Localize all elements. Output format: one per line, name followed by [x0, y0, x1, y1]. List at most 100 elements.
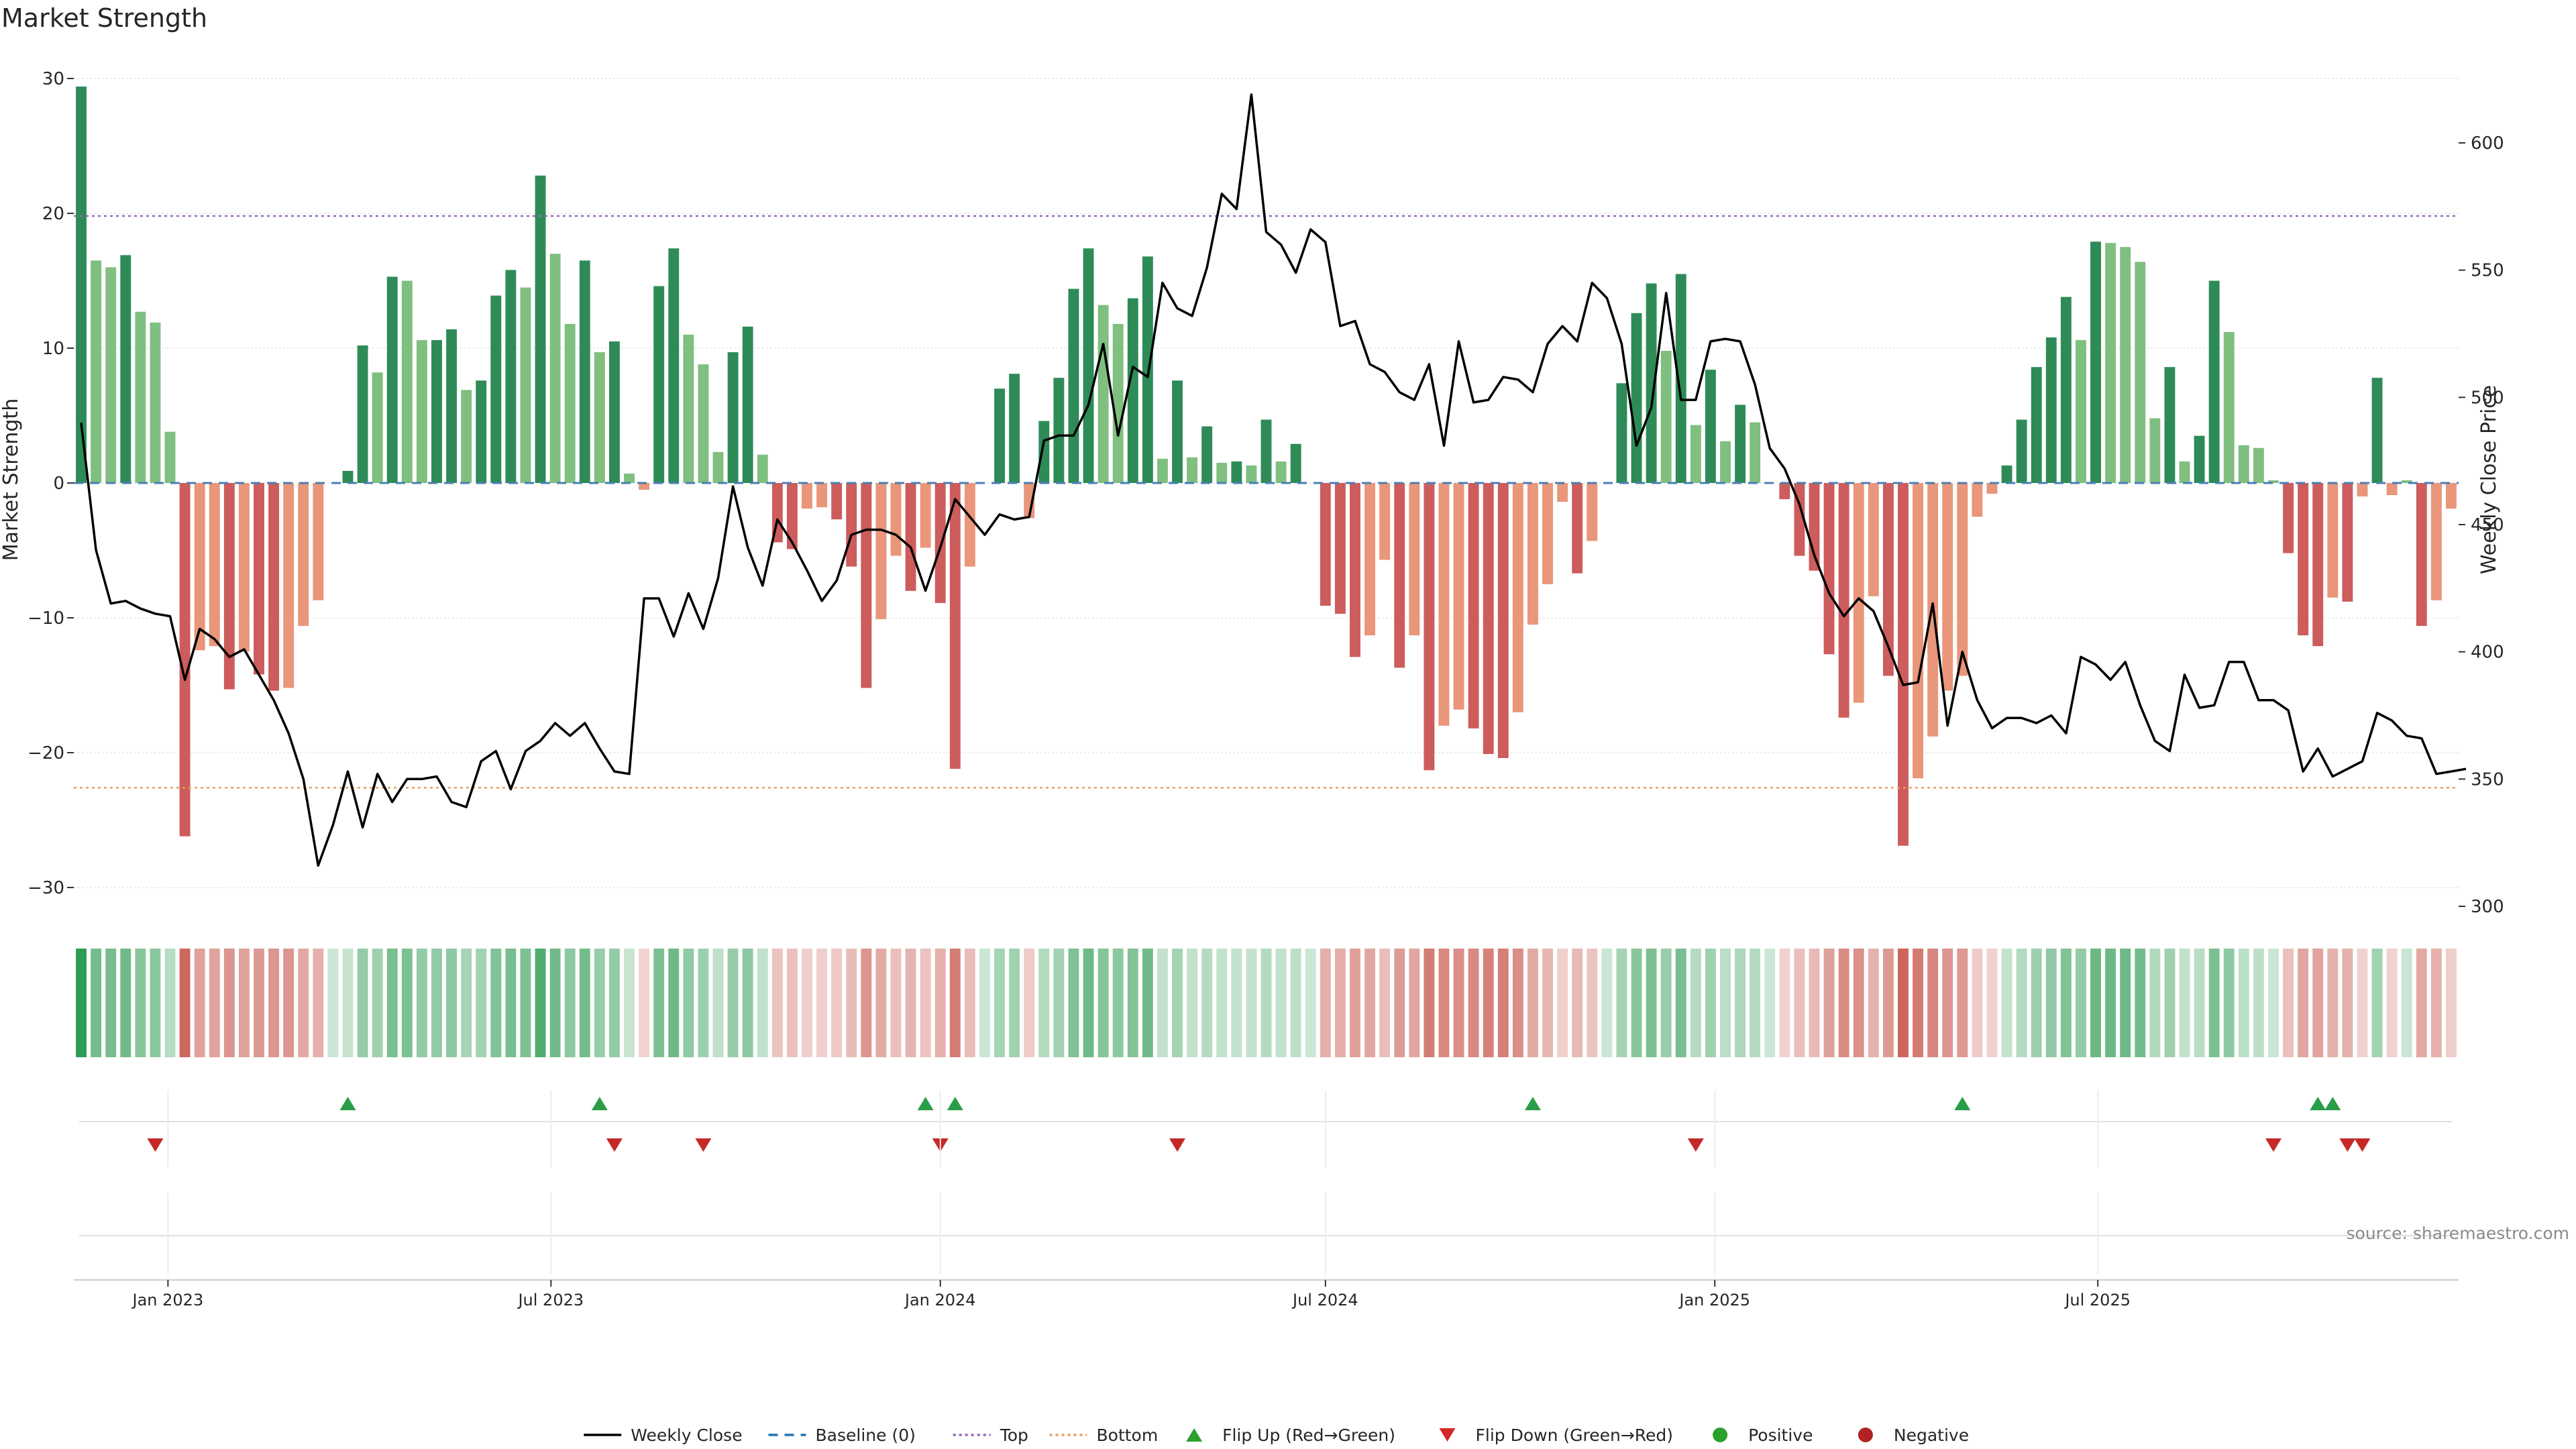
legend-label: Top	[1000, 1426, 1028, 1445]
strength-bar	[890, 483, 902, 556]
heat-cell	[1986, 949, 1998, 1057]
strength-bar	[1957, 483, 1968, 676]
heat-cell	[2208, 949, 2220, 1057]
heat-cell	[786, 949, 798, 1057]
strength-bar	[2327, 483, 2339, 598]
heat-cell	[579, 949, 590, 1057]
strength-bar	[2016, 419, 2027, 483]
heat-cell	[2416, 949, 2427, 1057]
x-axis: Jan 2023 Jul 2023 Jan 2024 Jul 2024 Jan 2025…	[131, 1090, 2131, 1309]
weekly-close-series	[80, 93, 2467, 867]
strength-bar	[564, 323, 576, 483]
heat-cell	[223, 949, 235, 1057]
heat-cell	[1453, 949, 1464, 1057]
strength-bar	[1275, 461, 1287, 483]
strength-bar	[461, 390, 472, 483]
strength-bar	[505, 270, 517, 483]
heat-cell	[238, 949, 250, 1057]
strength-bar	[2238, 445, 2249, 483]
heat-cell	[120, 949, 131, 1057]
strength-bar	[1260, 419, 1272, 483]
heat-cell	[890, 949, 902, 1057]
flip-down-marker	[2265, 1138, 2282, 1152]
heat-cell	[934, 949, 946, 1057]
heat-cell	[401, 949, 413, 1057]
strength-bar	[2060, 297, 2072, 483]
strength-bar	[1394, 483, 1405, 668]
left-axis: 30 20 10 0 −10 −20 −30	[28, 69, 74, 898]
heat-cell	[342, 949, 354, 1057]
heat-cell	[535, 949, 546, 1057]
strength-bar	[76, 87, 87, 483]
heat-cell	[549, 949, 561, 1057]
heat-cell	[802, 949, 812, 1057]
x-tick-label: Jul 2025	[2063, 1291, 2131, 1309]
strength-bar	[1942, 483, 1953, 691]
strength-bar	[2446, 483, 2457, 509]
strength-bar	[1660, 351, 1672, 483]
heat-cell	[1127, 949, 1138, 1057]
strength-bar	[875, 483, 887, 620]
left-tick-label: 0	[53, 474, 64, 494]
strength-bar	[1557, 483, 1568, 502]
strength-bar	[653, 286, 665, 483]
strength-bar	[1972, 483, 1983, 517]
legend-label: Negative	[1894, 1426, 1969, 1445]
flip-down-marker	[1687, 1138, 1704, 1152]
strength-bar	[757, 454, 768, 483]
heat-cell	[2283, 949, 2294, 1057]
strength-bar	[1364, 483, 1376, 636]
heat-cell	[1187, 949, 1198, 1057]
strength-bar	[712, 451, 724, 483]
heat-cell	[1424, 949, 1435, 1057]
heat-cell	[254, 949, 264, 1057]
strength-bar	[1868, 483, 1879, 596]
heat-cell	[2149, 949, 2161, 1057]
strength-bar	[1201, 426, 1213, 483]
heat-cell	[1690, 949, 1701, 1057]
heat-cell	[1112, 949, 1124, 1057]
heat-cell	[816, 949, 828, 1057]
strength-bar	[1231, 461, 1242, 483]
right-axis: 600 550 500 450 400 350 300	[2459, 133, 2504, 917]
legend-swatch	[1186, 1428, 1203, 1442]
heat-cell	[1616, 949, 1627, 1057]
strength-bar	[2401, 480, 2412, 483]
heat-cell	[1483, 949, 1494, 1057]
strength-bar	[802, 483, 812, 509]
heat-cell	[1350, 949, 1360, 1057]
heat-cell	[1957, 949, 1968, 1057]
heat-cell	[1097, 949, 1109, 1057]
strength-bar	[742, 326, 753, 483]
strength-bar	[1438, 483, 1450, 726]
left-tick-label: 30	[42, 69, 64, 89]
heat-cell	[446, 949, 458, 1057]
heat-cell	[1646, 949, 1657, 1057]
heat-cell	[1053, 949, 1065, 1057]
heat-cell	[1794, 949, 1805, 1057]
strength-bar	[608, 341, 620, 483]
legend-item: Bottom	[1049, 1426, 1158, 1445]
strength-bar	[1512, 483, 1523, 712]
strength-bar	[490, 295, 502, 483]
strength-bar	[2253, 447, 2264, 483]
heat-cell	[431, 949, 442, 1057]
heat-cell	[683, 949, 694, 1057]
heat-cell	[920, 949, 931, 1057]
heat-cell	[594, 949, 605, 1057]
heat-cell	[372, 949, 383, 1057]
source-note: source: sharemaestro.com	[2347, 1224, 2570, 1243]
strength-bar	[1735, 405, 1746, 483]
strength-bar	[298, 483, 309, 627]
strength-bar	[120, 255, 131, 483]
strength-bar	[1913, 483, 1924, 779]
strength-bar	[1334, 483, 1346, 614]
heat-cell	[994, 949, 1005, 1057]
left-tick-label: −20	[28, 743, 64, 763]
heat-cell	[2164, 949, 2176, 1057]
left-axis-title: Market Strength	[0, 398, 23, 561]
legend-item: Baseline (0)	[768, 1426, 916, 1445]
strength-bar	[105, 267, 117, 483]
strength-bar	[994, 388, 1005, 483]
heat-cell	[313, 949, 324, 1057]
